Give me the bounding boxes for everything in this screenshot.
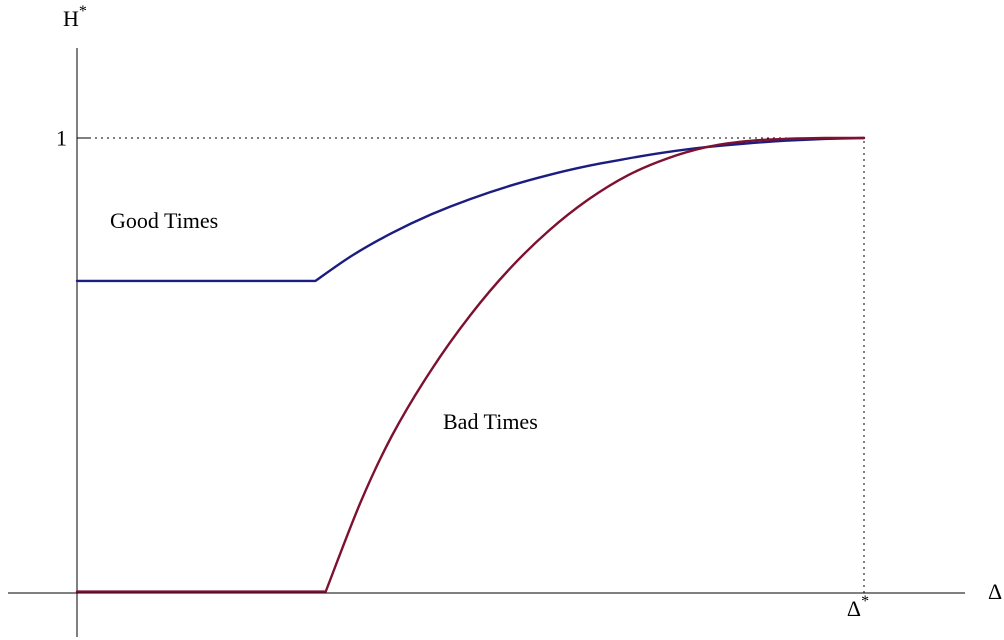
y-tick-label-1: 1 <box>56 126 67 151</box>
series-line-bad-times <box>75 136 866 593</box>
x-tick-label-superscript: * <box>861 593 869 610</box>
x-axis-label: Δ <box>988 579 1002 604</box>
series-label-bad-times: Bad Times <box>443 409 538 434</box>
y-axis-label: H* <box>63 3 87 31</box>
x-tick-label-delta-star: Δ* <box>847 593 869 621</box>
x-tick-label-main: Δ <box>847 596 861 621</box>
y-axis-label-main: H <box>63 6 79 31</box>
y-axis-label-superscript: * <box>79 3 87 20</box>
series-line-good-times <box>75 136 866 283</box>
series-label-good-times: Good Times <box>110 208 218 233</box>
